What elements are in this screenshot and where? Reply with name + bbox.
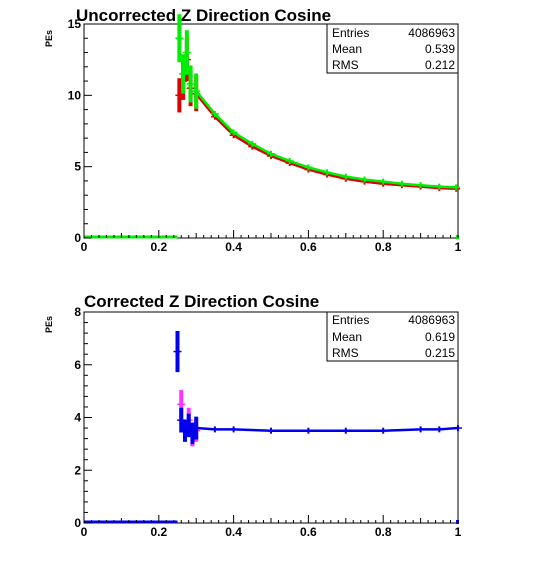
y-tick-label: 8 <box>74 305 81 319</box>
stats-box-corrected: Entries 4086963 Mean 0.619 RMS 0.215 <box>326 311 459 362</box>
histogram-marks-uncorrected <box>84 14 461 239</box>
chart-title-corrected: Corrected Z Direction Cosine <box>84 292 319 311</box>
y-tick-label: 4 <box>74 411 81 425</box>
x-tick-label: 0.2 <box>150 240 167 254</box>
axes-corrected: 0 0.2 0.4 0.6 0.8 1 0 2 4 6 8 <box>74 305 461 539</box>
x-tick-label: 0 <box>81 525 88 539</box>
chart-title-uncorrected: Uncorrected Z Direction Cosine <box>76 6 331 25</box>
x-tick-label: 0.8 <box>375 525 392 539</box>
y-axis-label-uncorrected: PEs <box>44 30 54 47</box>
x-tick-label: 0.6 <box>300 525 317 539</box>
x-tick-label: 0.4 <box>225 240 242 254</box>
x-tick-label: 0.4 <box>225 525 242 539</box>
panel-corrected: Corrected Z Direction Cosine PEs 0 0.2 0.4… <box>44 292 462 539</box>
y-tick-label: 0 <box>74 231 81 245</box>
y-tick-label: 2 <box>74 463 81 477</box>
stats-entries-value: 4086963 <box>408 26 455 40</box>
y-tick-label: 10 <box>68 88 82 102</box>
stats-entries-label: Entries <box>332 26 369 40</box>
stats-rms-value: 0.212 <box>425 58 455 72</box>
stats-mean-label: Mean <box>332 42 362 56</box>
x-tick-label: 0.6 <box>300 240 317 254</box>
x-tick-label: 0.8 <box>375 240 392 254</box>
y-tick-label: 15 <box>68 17 82 31</box>
stats-rms-label: RMS <box>332 346 359 360</box>
panel-uncorrected: Uncorrected Z Direction Cosine PEs 0 0.2 0… <box>44 6 462 254</box>
y-tick-label: 6 <box>74 358 81 372</box>
histogram-series-line <box>195 90 457 189</box>
x-tick-label: 1 <box>455 525 462 539</box>
stats-rms-value: 0.215 <box>425 346 455 360</box>
x-tick-label: 1 <box>455 240 462 254</box>
stats-entries-label: Entries <box>332 313 369 327</box>
stats-mean-label: Mean <box>332 330 362 344</box>
y-tick-label: 5 <box>74 160 81 174</box>
stats-rms-label: RMS <box>332 58 359 72</box>
y-axis-label-corrected: PEs <box>44 316 54 333</box>
stats-entries-value: 4086963 <box>408 313 455 327</box>
x-tick-label: 0.2 <box>150 525 167 539</box>
histogram-series-line <box>196 426 459 432</box>
stats-mean-value: 0.619 <box>425 330 455 344</box>
histogram-marks-corrected <box>84 330 462 524</box>
stats-box-uncorrected: Entries 4086963 Mean 0.539 RMS 0.212 <box>326 23 459 74</box>
x-tick-label: 0 <box>81 240 88 254</box>
stats-mean-value: 0.539 <box>425 42 455 56</box>
y-tick-label: 0 <box>74 516 81 530</box>
